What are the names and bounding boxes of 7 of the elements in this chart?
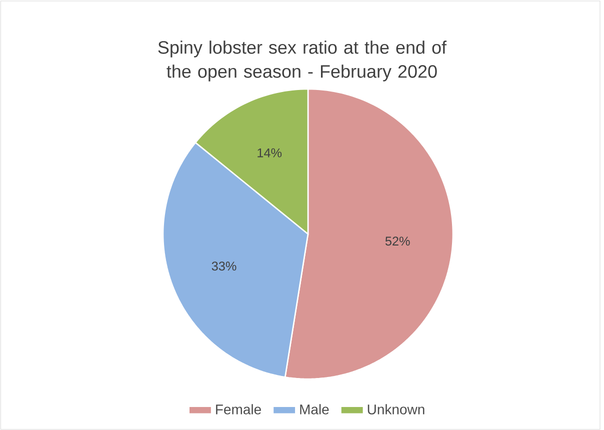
data-label: 14%	[258, 148, 282, 158]
legend-label: Unknown	[368, 404, 424, 414]
chart-title: Spiny lobster sex ratio at the end of the open season - February 2020	[158, 40, 447, 82]
legend-label: Male	[300, 404, 329, 414]
data-label: 33%	[212, 262, 236, 271]
legend-label: Female	[216, 404, 261, 414]
data-label: 52%	[385, 236, 410, 246]
